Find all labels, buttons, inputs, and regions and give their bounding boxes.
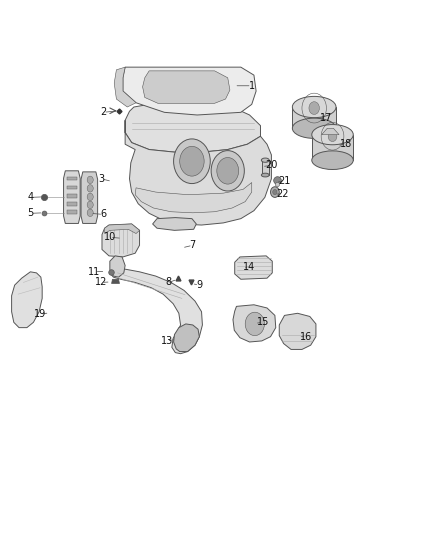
Polygon shape — [67, 185, 77, 189]
Ellipse shape — [312, 151, 353, 169]
Polygon shape — [105, 224, 140, 233]
Text: 20: 20 — [265, 160, 278, 171]
Polygon shape — [112, 279, 120, 284]
Polygon shape — [279, 313, 316, 350]
Text: 22: 22 — [276, 189, 289, 199]
Circle shape — [87, 209, 93, 216]
Text: 2: 2 — [100, 107, 106, 117]
Circle shape — [309, 102, 319, 115]
Circle shape — [271, 187, 279, 197]
Ellipse shape — [312, 125, 353, 145]
Circle shape — [211, 151, 244, 191]
Text: 12: 12 — [95, 278, 107, 287]
Text: 17: 17 — [320, 112, 332, 123]
Polygon shape — [67, 176, 77, 180]
Circle shape — [87, 184, 93, 192]
Polygon shape — [125, 103, 261, 152]
Text: 13: 13 — [160, 336, 173, 346]
Polygon shape — [233, 305, 276, 342]
Polygon shape — [235, 256, 272, 279]
Circle shape — [273, 189, 277, 195]
Ellipse shape — [261, 173, 269, 177]
Circle shape — [245, 312, 265, 336]
Polygon shape — [102, 224, 140, 257]
Polygon shape — [12, 272, 42, 328]
Text: 21: 21 — [278, 176, 291, 187]
Polygon shape — [110, 269, 202, 354]
Ellipse shape — [261, 158, 269, 163]
Text: 1: 1 — [249, 81, 255, 91]
Polygon shape — [67, 210, 77, 214]
Polygon shape — [135, 182, 252, 213]
Polygon shape — [262, 160, 269, 175]
Text: 10: 10 — [104, 232, 116, 243]
Circle shape — [328, 131, 337, 142]
Polygon shape — [123, 67, 256, 115]
Text: 4: 4 — [27, 192, 33, 203]
Circle shape — [87, 193, 93, 200]
Polygon shape — [173, 324, 199, 352]
Circle shape — [180, 147, 204, 176]
Ellipse shape — [292, 118, 336, 139]
Polygon shape — [81, 172, 98, 223]
Ellipse shape — [292, 96, 336, 118]
Polygon shape — [67, 202, 77, 206]
Circle shape — [87, 201, 93, 208]
Text: 7: 7 — [190, 240, 196, 250]
Polygon shape — [143, 71, 230, 103]
Polygon shape — [321, 128, 339, 135]
Polygon shape — [312, 135, 353, 160]
Text: 3: 3 — [98, 174, 104, 184]
Text: 6: 6 — [100, 209, 106, 220]
Text: 8: 8 — [166, 278, 172, 287]
Text: 15: 15 — [257, 317, 269, 327]
Polygon shape — [114, 67, 136, 107]
Text: 9: 9 — [196, 280, 202, 290]
Circle shape — [87, 176, 93, 183]
Text: 18: 18 — [339, 139, 352, 149]
Text: 16: 16 — [300, 332, 312, 342]
Circle shape — [173, 139, 210, 183]
Text: 14: 14 — [244, 262, 256, 271]
Circle shape — [217, 158, 239, 184]
Polygon shape — [64, 171, 80, 223]
Polygon shape — [67, 194, 77, 198]
Polygon shape — [125, 120, 272, 225]
Polygon shape — [152, 217, 196, 230]
Text: 11: 11 — [88, 267, 101, 277]
Text: 19: 19 — [34, 309, 46, 319]
Polygon shape — [110, 256, 125, 277]
Polygon shape — [292, 107, 336, 128]
Text: 5: 5 — [27, 208, 34, 219]
